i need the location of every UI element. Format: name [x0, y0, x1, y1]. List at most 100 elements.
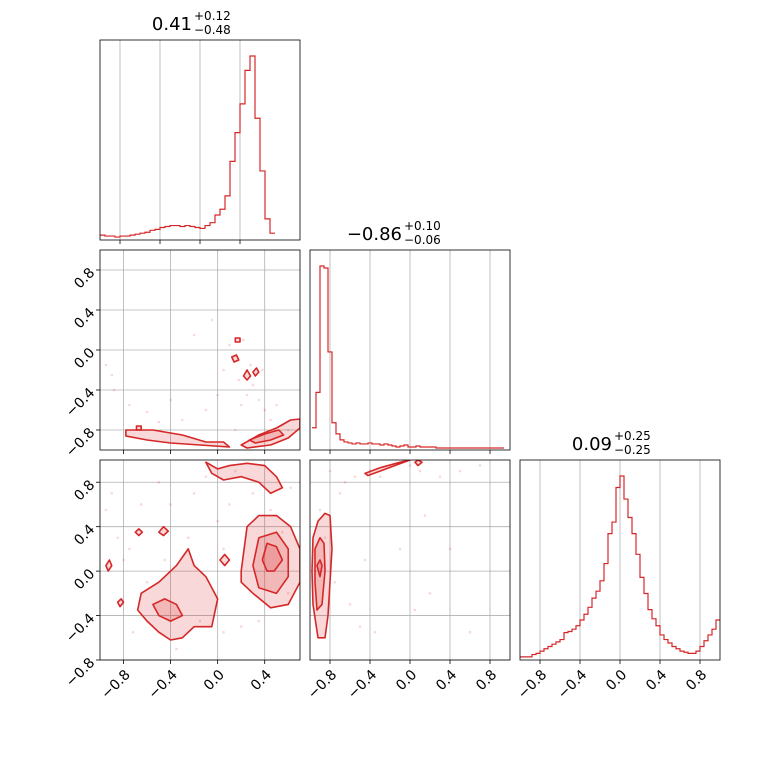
panel-2-contour — [364, 460, 411, 477]
panel-0-sample-point — [192, 333, 196, 337]
histogram-1-title-value: −0.86 — [347, 224, 402, 245]
panel-1-sample-point — [169, 503, 172, 506]
panel-1-sample-point — [281, 530, 284, 534]
panel-1-sample-point — [122, 558, 125, 562]
panel-1-contour — [134, 528, 144, 537]
panel-2-sample-point — [323, 536, 327, 540]
histogram-1-title-upper: +0.10 — [404, 219, 441, 233]
panel-0-contour — [135, 425, 142, 431]
panel-1-content — [104, 461, 300, 651]
panel-0-sample-point — [263, 408, 267, 412]
p02-xtick-label: 0.4 — [248, 667, 275, 694]
panel-2-sample-point — [338, 492, 342, 495]
panel-2-sample-point — [418, 469, 422, 473]
panel-1-contour — [240, 514, 300, 609]
panel-2-sample-point — [348, 603, 352, 606]
p02-ytick-label: 0.8 — [71, 477, 98, 504]
frame-p02 — [99, 459, 301, 661]
panel-1-contour — [252, 531, 290, 595]
panel-1-sample-point — [175, 647, 178, 651]
panel-0-sample-point — [261, 368, 264, 372]
data-layer — [100, 55, 720, 658]
histogram-1-title-lower: −0.06 — [404, 233, 441, 247]
panel-0-content — [104, 318, 300, 449]
p12-xtick-label: 0.0 — [393, 667, 420, 694]
panel-0-sample-point — [145, 410, 149, 414]
p02-xtick-label: 0.0 — [201, 667, 228, 694]
panel-2-contour — [316, 559, 323, 578]
panel-1-sample-point — [128, 547, 131, 551]
histogram-0-title-value: 0.41 — [152, 14, 192, 35]
panel-0-contour — [230, 354, 240, 363]
panel-2-sample-point — [358, 625, 362, 628]
panel-0-sample-point — [110, 373, 114, 377]
panel-0-sample-point — [275, 403, 278, 407]
panel-1-sample-point — [233, 469, 237, 473]
panel-2-sample-point — [423, 514, 427, 517]
p01-ytick-label: 0.4 — [71, 305, 98, 332]
panel-2-sample-point — [343, 480, 347, 484]
panel-0-contour — [125, 429, 231, 448]
panel-2-sample-point — [458, 469, 462, 473]
histogram-2-title-value: 0.09 — [572, 434, 612, 455]
panel-0-sample-point — [169, 398, 172, 402]
panel-2-sample-point — [448, 547, 452, 551]
panel-1-sample-point — [186, 536, 190, 540]
panel-2-sample-point — [428, 592, 432, 595]
panel-1-sample-point — [222, 547, 225, 551]
histogram-2-title-lower: −0.25 — [614, 443, 651, 457]
panel-2-sample-point — [398, 547, 402, 551]
panel-2-sample-point — [353, 475, 357, 478]
p01-ytick-label: 0.8 — [71, 265, 98, 292]
panel-1-contour — [116, 598, 125, 608]
panel-2-sample-point — [373, 630, 377, 634]
panel-2-sample-point — [408, 464, 412, 467]
panel-0-sample-point — [237, 378, 241, 382]
panel-0-sample-point — [204, 408, 208, 412]
panel-1-sample-point — [198, 619, 202, 623]
panel-2-contour — [414, 460, 423, 467]
panel-1-contour — [136, 548, 219, 641]
d2-xtick-label: −0.4 — [555, 667, 590, 702]
d2-xtick-label: 0.0 — [603, 667, 630, 694]
panel-2-sample-point — [468, 630, 472, 634]
p01-ytick-label: −0.8 — [63, 425, 98, 460]
panel-1-sample-point — [163, 558, 167, 562]
d2-xtick-label: 0.4 — [643, 667, 670, 694]
panel-0-sample-point — [128, 403, 131, 407]
histogram-0-title-lower: −0.48 — [194, 23, 231, 37]
p02-xtick-label: −0.4 — [145, 667, 180, 702]
panel-0-sample-point — [228, 343, 231, 347]
panel-2-sample-point — [363, 558, 367, 562]
panel-2-sample-point — [438, 475, 442, 478]
panel-1-contour — [152, 598, 184, 622]
histogram-0 — [100, 55, 275, 238]
panel-1-sample-point — [222, 630, 225, 634]
panel-1-sample-point — [192, 492, 196, 495]
panel-0-sample-point — [245, 393, 249, 397]
p02-ytick-label: −0.8 — [63, 655, 98, 690]
panel-0-sample-point — [249, 363, 252, 367]
p01-ytick-label: −0.4 — [63, 385, 98, 420]
panel-2-sample-point — [478, 464, 482, 467]
p12-xtick-label: −0.4 — [345, 667, 380, 702]
panel-1-sample-point — [110, 492, 114, 495]
panel-0-contour — [252, 367, 260, 377]
frame-layer — [96, 39, 721, 664]
p12-xtick-label: 0.8 — [473, 667, 500, 694]
p01-ytick-label: 0.0 — [71, 345, 98, 372]
panel-0-sample-point — [239, 403, 243, 407]
panel-1-sample-point — [228, 503, 231, 506]
panel-1-sample-point — [239, 625, 243, 628]
p02-ytick-label: 0.4 — [71, 522, 98, 549]
panel-0-sample-point — [216, 393, 219, 397]
panel-2-sample-point — [328, 469, 332, 473]
panel-0-sample-point — [104, 363, 108, 367]
panel-0-sample-point — [257, 398, 261, 402]
d2-xtick-label: 0.8 — [683, 667, 710, 694]
panel-1-contour — [158, 525, 170, 537]
panel-1-sample-point — [257, 619, 261, 623]
panel-2-sample-point — [413, 608, 417, 612]
d2-xtick-label: −0.8 — [515, 667, 550, 702]
panel-0-contour — [234, 337, 241, 343]
